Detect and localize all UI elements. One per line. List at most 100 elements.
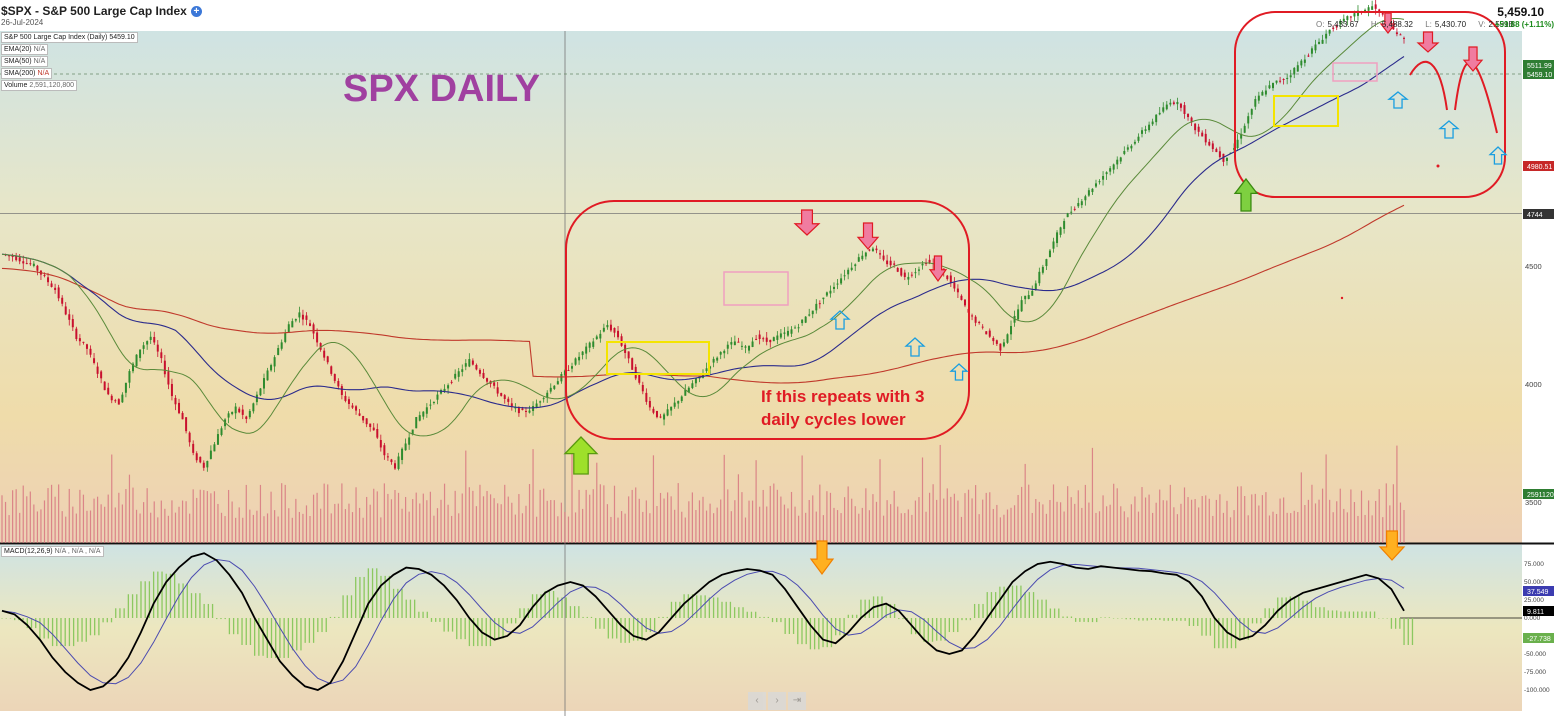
candle-body: [411, 429, 414, 435]
macd-histogram-bar: [940, 618, 942, 641]
candle-body: [1148, 124, 1151, 131]
volume-bar: [305, 505, 308, 543]
volume-bar: [783, 504, 786, 543]
macd-histogram-bar: [1096, 618, 1098, 623]
volume-bar: [684, 517, 686, 543]
volume-bar: [1084, 484, 1086, 543]
candle-body: [422, 411, 425, 417]
macd-histogram-bar: [51, 618, 54, 647]
price-badge: [1523, 489, 1554, 499]
volume-bar: [1314, 503, 1317, 543]
macd-histogram-bar: [788, 618, 791, 634]
macd-histogram-bar: [249, 618, 252, 645]
candle-body: [599, 333, 602, 339]
scroll-left-button[interactable]: ‹: [748, 692, 766, 710]
legend-sma200-value: N/A: [37, 70, 50, 77]
macd-histogram-bar: [759, 616, 761, 618]
candle-body: [457, 371, 460, 377]
volume-bar: [677, 483, 679, 543]
macd-histogram-bar: [957, 618, 959, 633]
candle-body: [769, 339, 772, 343]
macd-histogram-bar: [384, 575, 386, 618]
candle-body: [1240, 133, 1243, 139]
price-badge-label: 5511.99: [1527, 63, 1552, 70]
candle-body: [185, 417, 188, 432]
candle-body: [1155, 114, 1158, 123]
candle-body: [797, 327, 800, 329]
volume-bar: [266, 513, 269, 543]
macd-histogram-bar: [1365, 611, 1367, 618]
volume-bar: [1332, 512, 1334, 543]
volume-bar: [1272, 511, 1274, 543]
candle-body: [1279, 80, 1282, 82]
candle-body: [326, 356, 329, 363]
volume-bar: [1396, 445, 1398, 543]
candle-body: [712, 358, 715, 363]
volume-bar: [1382, 517, 1384, 543]
candle-body: [369, 423, 372, 428]
candle-body: [1201, 132, 1204, 137]
candle-body: [521, 408, 524, 411]
volume-bar: [111, 454, 113, 543]
macd-histogram-bar: [586, 616, 588, 618]
candle-body: [47, 277, 50, 283]
candle-body: [542, 398, 545, 400]
candle-body: [889, 260, 892, 266]
volume-bar: [274, 510, 276, 543]
candle-body: [1041, 266, 1044, 273]
candle-body: [1268, 85, 1271, 89]
macd-histogram-bar: [637, 618, 639, 641]
volume-bar: [911, 514, 913, 543]
down-arrow-icon: [793, 209, 821, 236]
macd-histogram-bar: [1104, 617, 1106, 618]
volume-bar: [1024, 463, 1026, 543]
candle-body: [100, 371, 103, 379]
legend-volume-value: 2,591,120,800: [29, 82, 75, 89]
volume-bar: [1102, 495, 1104, 543]
volume-bar: [1006, 509, 1009, 543]
candle-body: [1381, 12, 1384, 15]
volume-bar: [500, 504, 502, 543]
macd-histogram-bar: [498, 618, 500, 639]
volume-bar: [1247, 515, 1249, 543]
candle-body: [1024, 295, 1027, 300]
volume-bar: [171, 500, 173, 543]
legend-sma200-label: SMA(200): [4, 70, 36, 77]
volume-bar: [744, 517, 747, 543]
macd-histogram-bar: [1150, 618, 1153, 620]
volume-bar: [242, 517, 244, 543]
volume-bar: [341, 483, 343, 543]
candle-body: [1349, 16, 1352, 18]
macd-histogram-bar: [1133, 618, 1136, 620]
volume-bar: [263, 516, 265, 543]
volume-bar: [1010, 507, 1012, 543]
volume-bar: [412, 499, 414, 543]
volume-bar: [681, 511, 683, 543]
macd-histogram-bar: [582, 616, 584, 618]
macd-histogram-bar: [620, 618, 622, 643]
candle-body: [383, 445, 386, 456]
volume-bar: [716, 507, 718, 543]
candle-body: [1070, 211, 1073, 213]
candle-body: [556, 381, 559, 385]
candle-body: [401, 448, 404, 460]
candle-body: [528, 410, 531, 413]
candle-body: [758, 334, 761, 340]
macd-histogram-bar: [830, 618, 833, 648]
macd-histogram-bar: [392, 588, 395, 618]
scroll-end-button[interactable]: ⇥: [788, 692, 806, 710]
volume-bar: [252, 514, 254, 543]
volume-bar: [366, 496, 368, 543]
volume-bar: [815, 511, 817, 543]
price-badge-label: 5459.10: [1527, 72, 1552, 79]
volume-bar: [939, 444, 941, 543]
macd-histogram-bar: [1323, 607, 1325, 618]
macd-histogram-bar: [931, 618, 934, 642]
volume-bar: [429, 491, 431, 543]
candle-body: [988, 330, 991, 337]
scroll-right-button[interactable]: ›: [768, 692, 786, 710]
legend-ema20: EMA(20) N/A: [1, 44, 49, 55]
volume-bar: [886, 500, 888, 543]
annotation-dot: [1340, 296, 1344, 300]
candle-body: [337, 380, 340, 387]
